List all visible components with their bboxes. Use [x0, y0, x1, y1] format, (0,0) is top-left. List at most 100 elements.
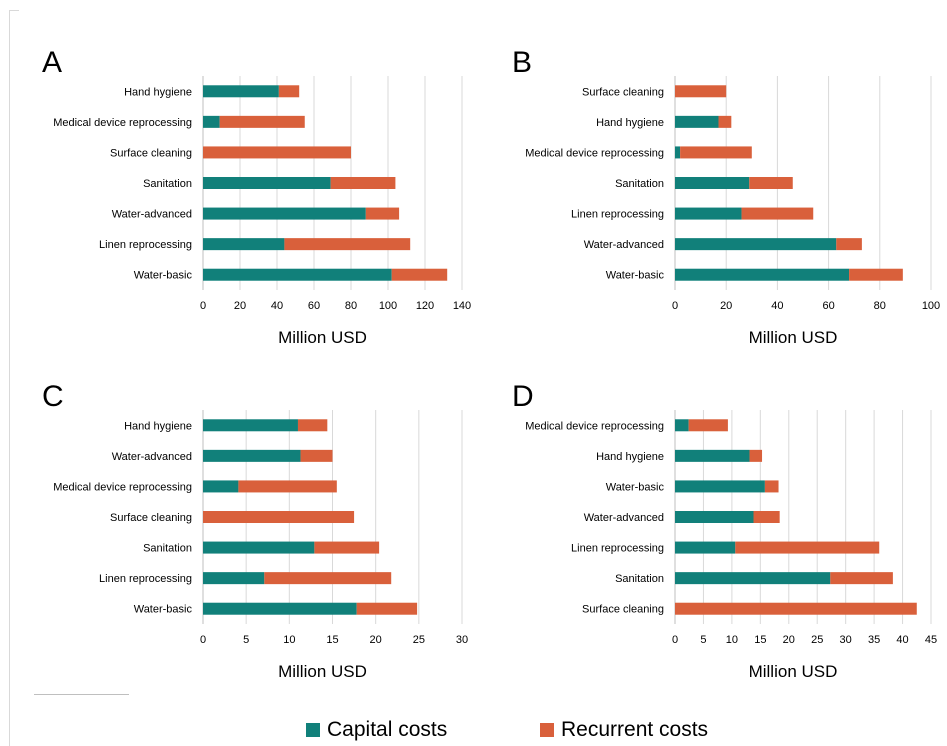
category-label: Hand hygiene: [124, 420, 192, 432]
x-tick-label: 60: [308, 300, 320, 312]
category-label: Surface cleaning: [582, 604, 664, 616]
x-tick-label: 0: [200, 300, 206, 312]
bar-capital-water-basic: [203, 268, 392, 281]
bar-recurrent-medical-device-reprocessing: [688, 419, 728, 432]
category-label: Medical device reprocessing: [525, 147, 664, 159]
bar-capital-sanitation: [203, 177, 331, 189]
x-tick-label: 30: [456, 634, 468, 646]
bar-recurrent-water-advanced: [365, 207, 400, 220]
x-tick-label: 20: [720, 300, 732, 312]
category-label: Water-advanced: [584, 239, 664, 251]
x-axis-label: Million USD: [278, 662, 367, 681]
category-label: Surface cleaning: [110, 512, 192, 524]
bar-recurrent-surface-cleaning: [203, 511, 355, 523]
x-tick-label: 80: [874, 300, 886, 312]
bar-recurrent-sanitation: [830, 572, 893, 585]
x-tick-label: 40: [271, 300, 283, 312]
category-label: Linen reprocessing: [99, 573, 192, 585]
panel-label: B: [512, 46, 532, 79]
frame-line-top: [9, 10, 19, 11]
bar-capital-hand-hygiene: [203, 85, 279, 98]
x-tick-label: 35: [868, 634, 880, 646]
x-tick-label: 15: [754, 634, 766, 646]
bar-capital-water-advanced: [675, 238, 837, 251]
legend-capital-label: Capital costs: [327, 718, 448, 741]
category-label: Hand hygiene: [596, 451, 664, 463]
category-label: Medical device reprocessing: [53, 117, 192, 129]
x-tick-label: 40: [896, 634, 908, 646]
x-tick-label: 0: [672, 300, 678, 312]
bar-recurrent-water-advanced: [836, 238, 862, 251]
category-label: Medical device reprocessing: [53, 481, 192, 493]
category-label: Sanitation: [143, 178, 192, 190]
bar-capital-water-advanced: [203, 207, 366, 220]
category-label: Medical device reprocessing: [525, 420, 664, 432]
bar-recurrent-water-basic: [849, 268, 903, 281]
x-axis-label: Million USD: [749, 328, 838, 347]
x-tick-label: 40: [771, 300, 783, 312]
category-label: Hand hygiene: [596, 117, 664, 129]
x-tick-label: 100: [379, 300, 397, 312]
x-tick-label: 0: [672, 634, 678, 646]
x-tick-label: 10: [283, 634, 295, 646]
bar-recurrent-water-basic: [764, 480, 779, 493]
x-tick-label: 10: [726, 634, 738, 646]
category-label: Water-basic: [606, 270, 665, 282]
x-tick-label: 20: [370, 634, 382, 646]
bar-recurrent-hand-hygiene: [278, 85, 300, 98]
panel-label: D: [512, 380, 534, 413]
bar-capital-water-basic: [675, 480, 765, 493]
chart-panel-b: Surface cleaning Hand hygiene Medical devi…: [512, 46, 940, 347]
bar-recurrent-linen-reprocessing: [264, 572, 392, 585]
bar-recurrent-medical-device-reprocessing: [219, 115, 305, 128]
bar-capital-water-basic: [675, 268, 850, 281]
x-tick-label: 25: [811, 634, 823, 646]
category-label: Hand hygiene: [124, 86, 192, 98]
x-tick-label: 0: [200, 634, 206, 646]
category-label: Water-basic: [134, 604, 193, 616]
bar-recurrent-water-basic: [356, 602, 418, 615]
bar-capital-medical-device-reprocessing: [203, 115, 220, 128]
bar-capital-medical-device-reprocessing: [675, 419, 689, 432]
x-tick-label: 20: [234, 300, 246, 312]
chart-panel-d: Medical device reprocessing Hand hygiene W…: [512, 380, 937, 681]
legend-capital: Capital costs: [306, 715, 447, 745]
x-tick-label: 140: [453, 300, 471, 312]
bar-recurrent-surface-cleaning: [675, 602, 917, 615]
bar-recurrent-water-basic: [391, 268, 448, 281]
chart-panel-c: Hand hygiene Water-advanced Medical device…: [42, 380, 468, 681]
category-label: Water-advanced: [112, 209, 192, 221]
footnote-divider: [34, 694, 129, 695]
x-tick-label: 100: [922, 300, 940, 312]
bar-capital-sanitation: [675, 177, 750, 189]
bar-recurrent-medical-device-reprocessing: [238, 480, 337, 493]
bar-recurrent-hand-hygiene: [297, 419, 328, 432]
bar-capital-water-basic: [203, 602, 357, 615]
bar-recurrent-water-advanced: [300, 449, 333, 462]
x-tick-label: 5: [700, 634, 706, 646]
x-axis-label: Million USD: [278, 328, 367, 347]
bar-capital-water-advanced: [203, 449, 301, 462]
category-label: Water-basic: [606, 481, 665, 493]
x-tick-label: 80: [345, 300, 357, 312]
category-label: Linen reprocessing: [99, 239, 192, 251]
bar-recurrent-surface-cleaning: [675, 85, 727, 98]
category-label: Linen reprocessing: [571, 543, 664, 555]
bar-capital-linen-reprocessing: [675, 541, 736, 554]
category-label: Water-advanced: [584, 512, 664, 524]
x-tick-label: 15: [326, 634, 338, 646]
bar-recurrent-sanitation: [330, 177, 396, 189]
x-axis-label: Million USD: [749, 662, 838, 681]
panel-label: C: [42, 380, 64, 413]
bar-capital-hand-hygiene: [675, 449, 750, 462]
category-label: Sanitation: [615, 178, 664, 190]
category-label: Water-advanced: [112, 451, 192, 463]
bar-capital-linen-reprocessing: [203, 238, 285, 251]
bar-capital-hand-hygiene: [203, 419, 298, 432]
bar-capital-water-advanced: [675, 511, 754, 523]
frame-line-left: [9, 10, 10, 746]
bar-recurrent-sanitation: [749, 177, 793, 189]
bar-capital-linen-reprocessing: [203, 572, 265, 585]
legend-recurrent: Recurrent costs: [540, 715, 708, 745]
